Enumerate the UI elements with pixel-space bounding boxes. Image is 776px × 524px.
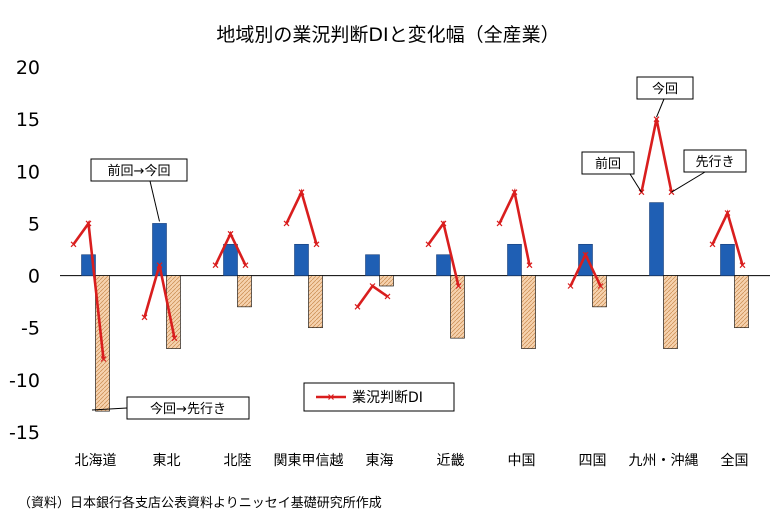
x-tick-label: 四国 [579, 453, 607, 469]
bar-di-level [436, 254, 451, 276]
x-tick-label: 東北 [153, 453, 181, 469]
bar-change-width [308, 275, 323, 329]
di-line-point [354, 303, 361, 310]
x-tick-label: 北陸 [224, 453, 252, 469]
di-line-point [668, 189, 675, 196]
di-line-point [638, 189, 645, 196]
bar-change-width [663, 275, 678, 349]
legend-label: 業況判断DI [352, 390, 423, 406]
di-line-point [298, 189, 305, 196]
di-line-point [455, 283, 462, 289]
annotation-now-to-outlook: 今回→先行き [150, 401, 226, 417]
annotation-now-leader [656, 98, 665, 118]
y-tick-label: -5 [21, 318, 40, 340]
bar-di-level [152, 223, 167, 276]
di-line-point [567, 283, 574, 289]
bar-di-level [649, 202, 664, 276]
bar-change-width [450, 275, 465, 339]
di-line-point [85, 220, 92, 227]
annotation-outlook-leader [671, 171, 706, 193]
bar-change-width [379, 275, 394, 287]
annotation-prev-box [581, 151, 635, 175]
y-tick-label: -15 [9, 422, 40, 444]
annotation-prev-to-now: 前回→今回 [108, 163, 171, 179]
x-tick-label: 東海 [366, 453, 394, 469]
di-line-point [597, 283, 604, 289]
di-line-point [653, 116, 660, 123]
bar-change-width [237, 275, 252, 308]
bar-change-width [592, 275, 607, 308]
di-line-point [440, 220, 447, 227]
di-line-segment [356, 284, 389, 308]
chart-title: 地域別の業況判断DIと変化幅（全産業） [216, 24, 559, 46]
y-tick-label: -10 [9, 370, 40, 392]
di-line-segment [285, 188, 318, 245]
legend-marker [328, 394, 334, 400]
x-tick-label: 近畿 [437, 453, 465, 469]
y-tick-label: 5 [28, 213, 40, 235]
annotation-now-to-outlook-leader [91, 407, 128, 411]
annotation-prev-leader [629, 173, 642, 193]
y-tick-label: 0 [28, 266, 40, 288]
bar-di-level [578, 243, 593, 276]
di-line-point [227, 230, 234, 237]
bar-di-level [720, 243, 735, 276]
di-line-point [156, 262, 163, 269]
di-line-point [70, 241, 77, 248]
y-tick-label: 20 [16, 57, 40, 79]
bar-change-width [734, 275, 749, 329]
annotation-now-box [636, 76, 694, 100]
di-line-point [141, 314, 148, 321]
x-tick-label: 全国 [721, 452, 749, 469]
di-line-segment [640, 118, 673, 193]
di-line-point [242, 262, 249, 269]
annotation-prev: 前回 [595, 156, 621, 172]
annotation-prev-to-now-leader [149, 180, 160, 222]
di-line-point [369, 283, 376, 289]
di-line-point [511, 189, 518, 196]
bar-di-level [223, 243, 238, 276]
y-tick-label: 15 [16, 109, 40, 131]
bar-di-level [365, 254, 380, 276]
di-line-point [313, 241, 320, 248]
annotation-prev-to-now-box [90, 158, 188, 182]
di-line-point [526, 262, 533, 269]
di-line-point [171, 335, 178, 342]
source-note: （資料）日本銀行各支店公表資料よりニッセイ基礎研究所作成 [18, 495, 382, 511]
x-tick-label: 九州・沖縄 [629, 453, 699, 469]
di-line-point [283, 220, 290, 227]
di-line-point [739, 262, 746, 269]
di-line-point [100, 356, 107, 362]
y-tick-label: 10 [16, 161, 40, 183]
annotation-now: 今回 [652, 81, 678, 97]
x-tick-label: 関東甲信越 [274, 453, 344, 469]
annotation-outlook-box [683, 149, 747, 173]
annotation-outlook: 先行き [695, 155, 734, 170]
di-line-point [709, 241, 716, 248]
bar-di-level [507, 243, 522, 276]
x-tick-label: 中国 [508, 453, 536, 469]
di-line-point [582, 251, 589, 258]
annotation-now-to-outlook-box [126, 396, 250, 420]
di-line-point [384, 293, 391, 300]
x-tick-label: 北海道 [75, 453, 117, 469]
bar-change-width [166, 275, 181, 349]
bar-change-width [521, 275, 536, 349]
di-line-point [496, 220, 503, 227]
di-line-point [724, 210, 731, 216]
di-line-point [212, 262, 219, 269]
di-line-point [425, 241, 432, 248]
bar-di-level [294, 243, 309, 276]
